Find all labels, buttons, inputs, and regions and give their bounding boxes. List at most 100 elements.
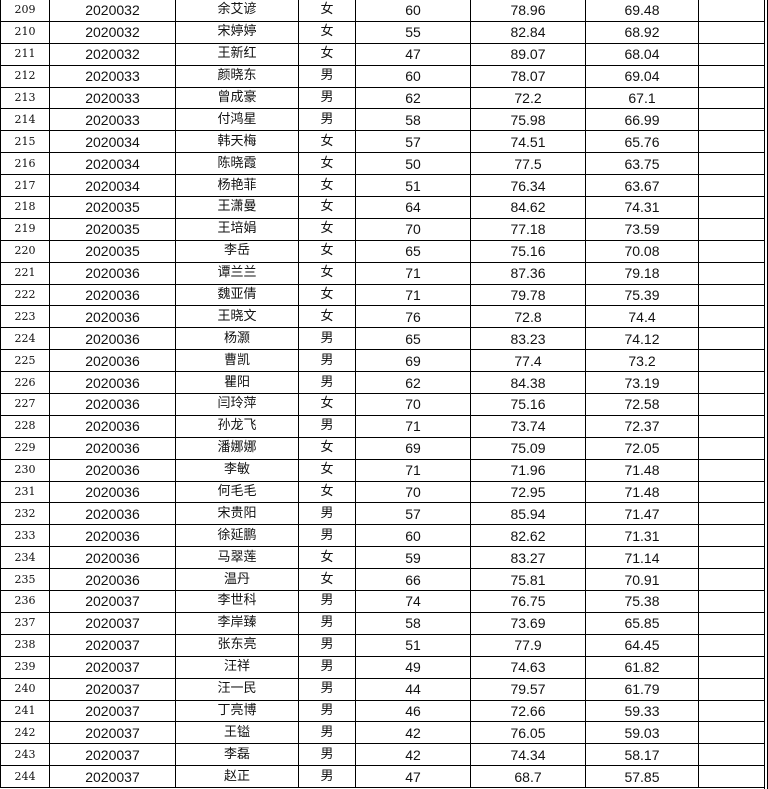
- cell-name: 赵正: [175, 765, 299, 789]
- table-row: 209 2020032 余艾谚女 60 78.96 69.48: [0, 0, 765, 22]
- cell-name: 王新红: [175, 42, 299, 66]
- cell-gender: 女: [298, 130, 356, 154]
- cell-score-2: 73.74: [470, 414, 586, 438]
- cell-score-2: 87.36: [470, 261, 586, 285]
- cell-score-2: 75.81: [470, 568, 586, 592]
- cell-row-number: 226: [0, 371, 50, 395]
- cell-name: 李敏: [175, 458, 299, 482]
- cell-score-2: 78.07: [470, 64, 586, 88]
- cell-name: 何毛毛: [175, 480, 299, 504]
- cell-blank: [698, 611, 765, 635]
- cell-gender: 男: [298, 86, 356, 110]
- cell-gender: 男: [298, 590, 356, 613]
- cell-score-1: 59: [355, 546, 471, 570]
- cell-exam-id: 2020036: [49, 480, 176, 504]
- cell-name: 付鸿星: [175, 108, 299, 132]
- cell-score-2: 77.5: [470, 152, 586, 176]
- cell-row-number: 235: [0, 568, 50, 592]
- cell-gender: 男: [298, 502, 356, 526]
- cell-exam-id: 2020033: [49, 86, 176, 110]
- cell-score-1: 60: [355, 524, 471, 548]
- cell-gender: 女: [298, 42, 356, 66]
- cell-score-1: 70: [355, 217, 471, 241]
- cell-row-number: 211: [0, 42, 50, 66]
- cell-name: 余艾谚: [175, 0, 299, 22]
- cell-name: 丁亮博: [175, 699, 299, 723]
- cell-blank: [698, 633, 765, 657]
- cell-row-number: 240: [0, 677, 50, 701]
- cell-name: 杨艳菲: [175, 174, 299, 198]
- cell-score-2: 74.34: [470, 743, 586, 767]
- cell-name: 王晓文: [175, 305, 299, 329]
- cell-score-2: 77.18: [470, 217, 586, 241]
- table-row: 223 2020036 王晓文女 76 72.8 74.4: [0, 305, 765, 329]
- cell-blank: [698, 590, 765, 613]
- cell-score-2: 74.63: [470, 655, 586, 679]
- cell-blank: [698, 502, 765, 526]
- cell-score-1: 44: [355, 677, 471, 701]
- cell-row-number: 209: [0, 0, 50, 22]
- cell-exam-id: 2020037: [49, 611, 176, 635]
- cell-gender: 男: [298, 64, 356, 88]
- cell-score-2: 74.51: [470, 130, 586, 154]
- cell-score-2: 79.78: [470, 283, 586, 307]
- cell-gender: 女: [298, 480, 356, 504]
- cell-blank: [698, 765, 765, 789]
- cell-exam-id: 2020036: [49, 436, 176, 460]
- cell-total-score: 71.48: [585, 480, 699, 504]
- cell-blank: [698, 436, 765, 460]
- cell-row-number: 217: [0, 174, 50, 198]
- cell-score-2: 78.96: [470, 0, 586, 22]
- cell-score-1: 66: [355, 568, 471, 592]
- cell-blank: [698, 64, 765, 88]
- cell-score-1: 60: [355, 0, 471, 22]
- cell-gender: 女: [298, 436, 356, 460]
- cell-exam-id: 2020036: [49, 283, 176, 307]
- cell-score-2: 75.98: [470, 108, 586, 132]
- cell-score-1: 65: [355, 327, 471, 351]
- cell-total-score: 65.76: [585, 130, 699, 154]
- cell-score-1: 55: [355, 20, 471, 44]
- cell-exam-id: 2020036: [49, 349, 176, 373]
- cell-exam-id: 2020032: [49, 0, 176, 22]
- table-row: 236 2020037 李世科男 74 76.75 75.38: [0, 590, 765, 613]
- cell-score-1: 58: [355, 108, 471, 132]
- cell-score-2: 73.69: [470, 611, 586, 635]
- cell-total-score: 74.31: [585, 196, 699, 219]
- cell-score-2: 72.66: [470, 699, 586, 723]
- table-row: 219 2020035 王培娟女 70 77.18 73.59: [0, 217, 765, 241]
- cell-exam-id: 2020035: [49, 196, 176, 219]
- cell-score-1: 60: [355, 64, 471, 88]
- cell-row-number: 216: [0, 152, 50, 176]
- cell-score-2: 76.05: [470, 721, 586, 745]
- cell-name: 李磊: [175, 743, 299, 767]
- cell-score-1: 51: [355, 633, 471, 657]
- cell-name: 韩天梅: [175, 130, 299, 154]
- cell-score-1: 42: [355, 743, 471, 767]
- table-row: 230 2020036 李敏女 71 71.96 71.48: [0, 458, 765, 482]
- cell-total-score: 67.1: [585, 86, 699, 110]
- cell-gender: 男: [298, 655, 356, 679]
- cell-score-1: 47: [355, 42, 471, 66]
- cell-row-number: 221: [0, 261, 50, 285]
- cell-score-2: 77.4: [470, 349, 586, 373]
- cell-blank: [698, 217, 765, 241]
- cell-exam-id: 2020033: [49, 64, 176, 88]
- cell-total-score: 64.45: [585, 633, 699, 657]
- cell-name: 宋贵阳: [175, 502, 299, 526]
- cell-blank: [698, 655, 765, 679]
- table-row: 235 2020036 温丹女 66 75.81 70.91: [0, 568, 765, 592]
- cell-score-1: 57: [355, 130, 471, 154]
- cell-gender: 男: [298, 327, 356, 351]
- cell-row-number: 238: [0, 633, 50, 657]
- cell-score-2: 83.27: [470, 546, 586, 570]
- cell-name: 潘娜娜: [175, 436, 299, 460]
- cell-exam-id: 2020036: [49, 458, 176, 482]
- cell-blank: [698, 677, 765, 701]
- cell-score-2: 82.62: [470, 524, 586, 548]
- cell-score-1: 49: [355, 655, 471, 679]
- cell-score-1: 70: [355, 480, 471, 504]
- cell-score-1: 71: [355, 458, 471, 482]
- table-row: 244 2020037 赵正男 47 68.7 57.85: [0, 765, 765, 789]
- cell-score-1: 51: [355, 174, 471, 198]
